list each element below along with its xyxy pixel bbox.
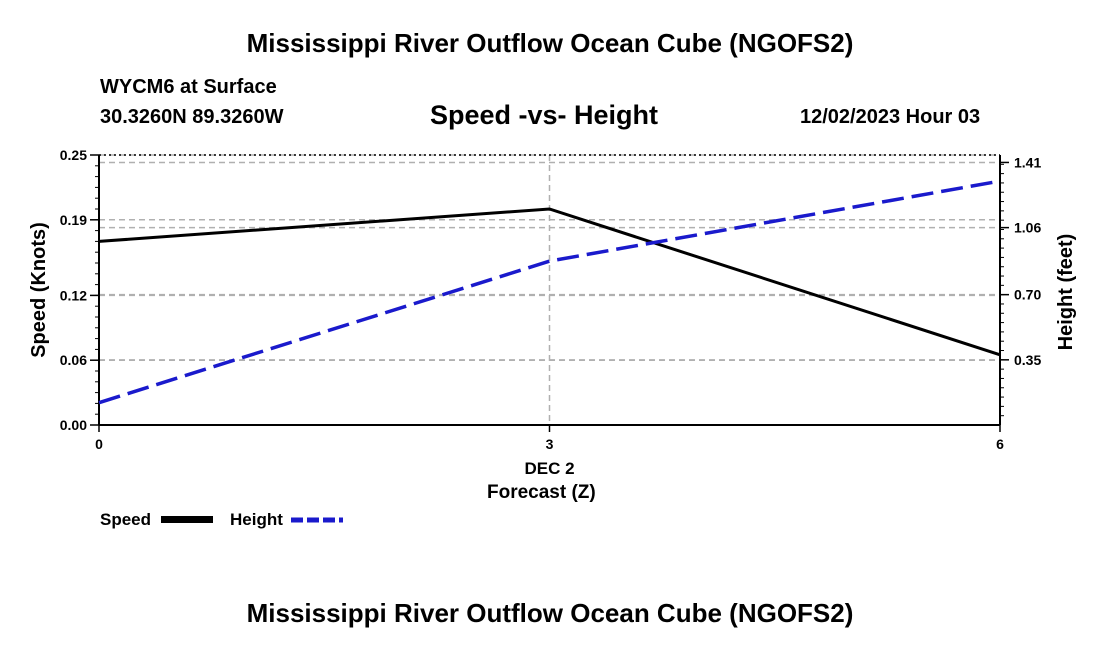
chart-subtitle: Speed -vs- Height [430,100,659,130]
left-tick-label: 0.06 [60,352,87,368]
left-tick-label: 0.19 [60,212,87,228]
datetime-label: 12/02/2023 Hour 03 [800,106,981,128]
x-date-label: DEC 2 [524,459,574,478]
right-tick-label: 1.06 [1014,220,1041,236]
legend-label-height: Height [230,510,283,529]
left-tick-label: 0.00 [60,417,87,433]
x-tick-label: 0 [95,436,103,452]
left-axis-label: Speed (Knots) [28,222,50,358]
legend-swatch-height [291,517,343,523]
x-tick-label: 6 [996,436,1004,452]
left-tick-label: 0.25 [60,147,87,163]
right-tick-label: 0.35 [1014,352,1041,368]
legend-label-speed: Speed [100,510,152,529]
series-line-height [98,179,1001,405]
series-line-speed [98,207,1001,357]
right-tick-label: 0.70 [1014,287,1041,303]
coordinates-label: 30.3260N 89.3260W [100,106,284,128]
right-axis-label: Height (feet) [1055,234,1077,351]
right-tick-label: 1.41 [1014,154,1041,170]
station-label: WYCM6 at Surface [100,76,277,98]
left-tick-label: 0.12 [60,287,87,303]
footer-title: Mississippi River Outflow Ocean Cube (NG… [246,598,854,628]
chart-title: Mississippi River Outflow Ocean Cube (NG… [246,28,854,58]
x-tick-label: 3 [546,436,554,452]
legend-swatch-speed [161,516,213,523]
x-axis-label: Forecast (Z) [487,482,596,503]
